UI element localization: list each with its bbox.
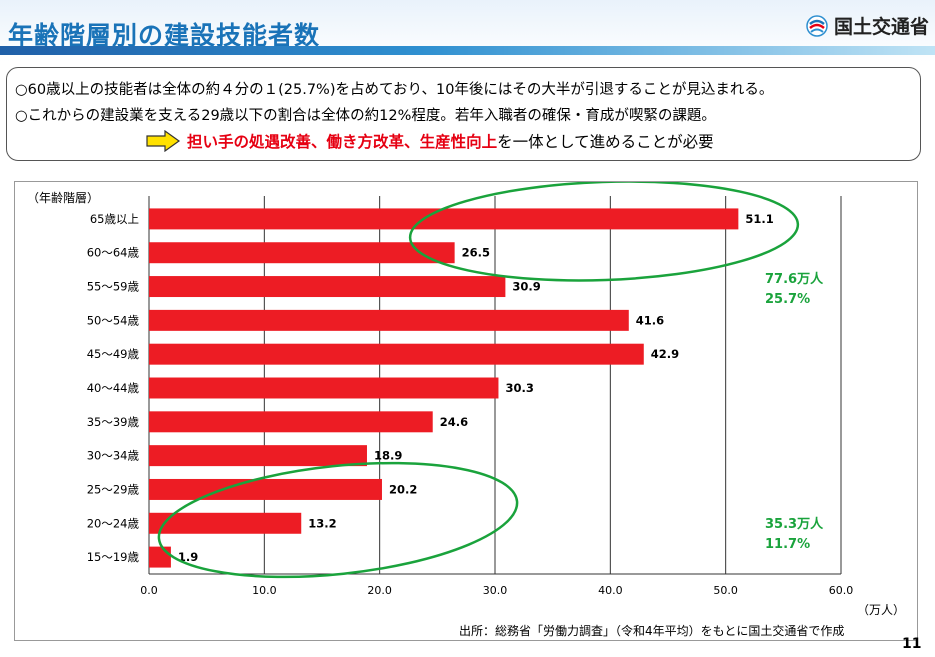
- category-label: 60～64歳: [87, 246, 140, 260]
- value-label: 26.5: [462, 246, 490, 260]
- older-group-share: 25.7%: [765, 292, 810, 307]
- value-label: 13.2: [308, 516, 336, 530]
- category-label: 15～19歳: [87, 550, 140, 564]
- value-label: 1.9: [178, 550, 198, 564]
- emphasis-treatment: 担い手の処遇改善: [187, 133, 312, 151]
- emphasis-separator-2: 、: [404, 133, 420, 151]
- emphasis-work-reform: 働き方改革: [326, 133, 405, 151]
- emphasis-productivity: 生産性向上: [419, 133, 498, 151]
- bar: [149, 478, 382, 500]
- younger-group-ellipse: [157, 461, 519, 579]
- summary-conclusion: 担い手の処遇改善 、 働き方改革 、 生産性向上 を一体として進めることが必要: [145, 130, 714, 152]
- summary-box: ○60歳以上の技能者は全体の約４分の１(25.7%)を占めており、10年後にはそ…: [6, 67, 921, 161]
- value-label: 30.3: [505, 381, 533, 395]
- older-group-count: 77.6万人: [765, 271, 824, 287]
- bar: [149, 208, 739, 230]
- older-group-ellipse: [408, 180, 800, 282]
- annotation-younger: 35.3万人 11.7%: [157, 461, 824, 579]
- title-bar: 年齢階層別の建設技能者数 国土交通省: [0, 0, 935, 62]
- value-label: 30.9: [512, 280, 540, 294]
- bar: [149, 276, 506, 298]
- bar: [149, 343, 644, 365]
- category-label: 40～44歳: [87, 381, 140, 395]
- x-tick-label: 30.0: [483, 584, 508, 597]
- x-axis-label: （万人）: [857, 603, 905, 617]
- source-note: 出所：総務省「労働力調査」（令和4年平均）をもとに国土交通省で作成: [459, 624, 845, 638]
- category-label: 50～54歳: [87, 313, 140, 327]
- value-label: 51.1: [745, 212, 773, 226]
- category-label: 65歳以上: [90, 212, 139, 226]
- emphasis-separator-1: 、: [311, 133, 327, 151]
- bar: [149, 411, 433, 433]
- category-label: 45～49歳: [87, 347, 140, 361]
- chart-frame: 0.0 10.0 20.0 30.0 40.0 50.0 60.0 65歳以上 51.1 60～6…: [14, 180, 918, 641]
- x-tick-label: 60.0: [829, 584, 854, 597]
- y-axis-label: （年齢階層）: [27, 190, 99, 205]
- page-title: 年齢階層別の建設技能者数: [8, 21, 321, 50]
- logo: 国土交通省: [806, 12, 929, 39]
- value-label: 41.6: [636, 313, 664, 327]
- bar: [149, 445, 367, 467]
- right-arrow-icon: [146, 130, 181, 152]
- bar: [149, 512, 302, 534]
- summary-line-1: ○60歳以上の技能者は全体の約４分の１(25.7%)を占めており、10年後にはそ…: [15, 82, 774, 98]
- value-label: 42.9: [651, 347, 679, 361]
- bar: [149, 242, 455, 264]
- x-tick-label: 50.0: [713, 584, 738, 597]
- category-label: 35～39歳: [87, 415, 140, 429]
- bar-chart: 0.0 10.0 20.0 30.0 40.0 50.0 60.0 65歳以上 51.1 60～6…: [27, 180, 905, 617]
- bar: [149, 546, 171, 568]
- conclusion-rest: を一体として進めることが必要: [497, 133, 714, 151]
- logo-text: 国土交通省: [833, 16, 929, 38]
- x-tick-label: 20.0: [367, 584, 392, 597]
- category-label: 25～29歳: [87, 482, 140, 496]
- page-number: 11: [902, 636, 922, 652]
- value-label: 18.9: [374, 449, 402, 463]
- younger-group-share: 11.7%: [765, 537, 810, 552]
- category-label: 20～24歳: [87, 516, 140, 530]
- mlit-logo-icon: [806, 14, 828, 37]
- bar: [149, 377, 499, 399]
- x-tick-label: 10.0: [252, 584, 277, 597]
- category-label: 30～34歳: [87, 449, 140, 463]
- annotation-older: 77.6万人 25.7%: [408, 180, 824, 307]
- title-rule: [0, 46, 935, 55]
- bar: [149, 309, 629, 331]
- younger-group-count: 35.3万人: [765, 516, 824, 532]
- category-label: 55～59歳: [87, 280, 140, 294]
- value-label: 24.6: [440, 415, 468, 429]
- summary-line-2: ○これからの建設業を支える29歳以下の割合は全体の約12%程度。若年入職者の確保…: [15, 108, 716, 124]
- value-label: 20.2: [389, 482, 417, 496]
- x-tick-label: 40.0: [598, 584, 623, 597]
- x-tick-label: 0.0: [140, 584, 158, 597]
